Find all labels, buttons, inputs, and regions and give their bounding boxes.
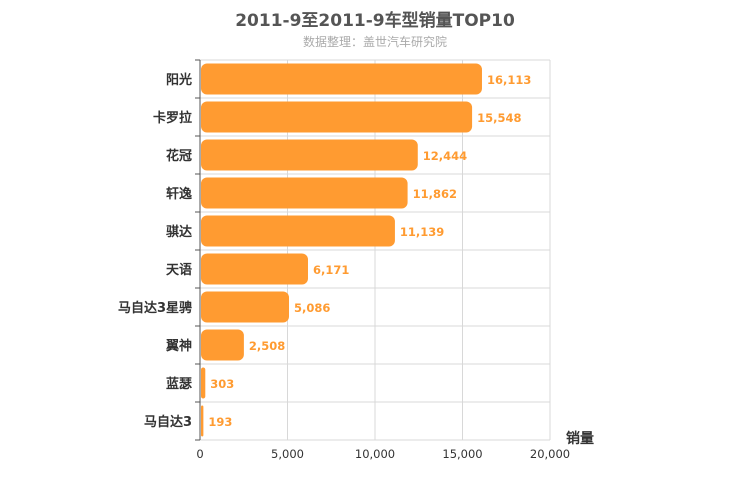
bar — [201, 405, 204, 437]
data-label: 5,086 — [294, 301, 330, 315]
data-label: 11,862 — [413, 187, 457, 201]
y-tick-label: 翼神 — [165, 338, 192, 354]
bar — [201, 215, 395, 247]
data-label: 303 — [210, 377, 234, 391]
bars — [201, 63, 482, 437]
data-label: 2,508 — [249, 339, 285, 353]
x-tick-label: 5,000 — [271, 447, 304, 461]
data-label: 16,113 — [487, 73, 531, 87]
data-label: 193 — [208, 415, 232, 429]
axes: 0 5,000 10,000 15,000 20,000 阳光 16,113 卡罗拉 15,54… — [118, 59, 570, 461]
data-label: 15,548 — [477, 111, 521, 125]
data-label: 11,139 — [400, 225, 444, 239]
y-tick-label: 天语 — [166, 263, 192, 278]
bar — [201, 329, 244, 361]
bar — [201, 63, 482, 95]
chart-subtitle: 数据整理：盖世汽车研究院 — [302, 35, 447, 49]
y-tick-label: 轩逸 — [166, 186, 192, 202]
y-tick-label: 骐达 — [166, 224, 192, 240]
x-tick-label: 15,000 — [442, 447, 482, 461]
chart-title: 2011-9至2011-9车型销量TOP10 — [235, 11, 515, 31]
data-label: 6,171 — [313, 263, 349, 277]
y-tick-label: 马自达3星骋 — [118, 300, 192, 316]
bar — [201, 177, 408, 209]
y-tick-label: 卡罗拉 — [153, 110, 192, 126]
y-tick-label: 花冠 — [166, 148, 192, 164]
bar — [201, 367, 206, 399]
grid-lines — [200, 59, 551, 441]
x-tick-label: 0 — [196, 447, 203, 461]
data-label: 12,444 — [423, 149, 467, 163]
bar — [201, 139, 418, 171]
y-tick-label: 马自达3 — [144, 414, 192, 430]
x-tick-label: 10,000 — [355, 447, 395, 461]
bar — [201, 253, 308, 285]
bar — [201, 291, 290, 323]
y-tick-label: 蓝瑟 — [166, 376, 192, 392]
bar — [201, 101, 473, 133]
x-tick-label: 20,000 — [530, 447, 570, 461]
y-tick-label: 阳光 — [166, 72, 192, 88]
x-axis-title: 销量 — [566, 430, 594, 447]
